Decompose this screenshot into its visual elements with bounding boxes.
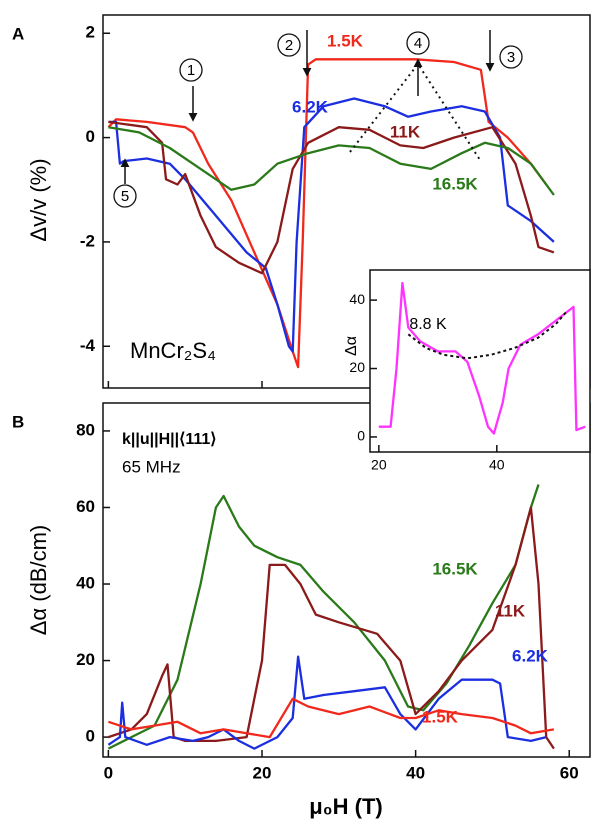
plot-frame: [102, 402, 591, 758]
panel-label: B: [12, 412, 24, 431]
marker-circle: [113, 184, 137, 208]
dotted-guides: [349, 62, 481, 161]
series-label: 16.5K: [432, 174, 478, 193]
y-tick-label: 20: [349, 359, 365, 375]
series-label: 1.5K: [327, 31, 364, 50]
y-tick-label: -4: [80, 336, 96, 355]
config-label: k||u||H||⟨111⟩: [122, 431, 217, 448]
y-tick-label: 0: [86, 727, 95, 746]
series-label: 6.2K: [292, 97, 329, 116]
y-tick-label: 0: [357, 428, 365, 444]
plot-frame: [369, 269, 591, 453]
marker-label: 5: [121, 188, 129, 205]
compound-label: MnCr₂S₄: [130, 338, 216, 363]
temperature-label: 8.8 K: [409, 316, 447, 333]
series-label: 6.2K: [512, 646, 549, 665]
x-axis-label: μ₀H (T): [309, 794, 382, 819]
y-tick-label: -2: [80, 231, 95, 250]
dotted-guide: [349, 62, 481, 161]
frequency-label: 65 MHz: [122, 457, 181, 476]
y-axis-label: Δα (dB/cm): [26, 525, 51, 636]
x-tick-label: 0: [104, 763, 113, 782]
data-line: [108, 506, 555, 750]
panel: 20 40 0 20 40: [349, 269, 591, 473]
series-label: 16.5K: [432, 559, 478, 578]
marker-circle: [179, 58, 203, 82]
data-line: [108, 120, 555, 275]
marker-label: 4: [414, 35, 422, 52]
series-label: 11K: [390, 122, 421, 141]
y-tick-label: 40: [76, 574, 95, 593]
y-tick-label: 20: [76, 650, 95, 669]
data-line: [107, 58, 548, 369]
data-line: [108, 126, 555, 196]
y-tick-label: 60: [76, 497, 95, 516]
marker-label: 1: [187, 62, 195, 79]
y-tick-label: 0: [86, 127, 95, 146]
marker-label: 2: [285, 37, 293, 54]
marker-label: 3: [507, 49, 515, 66]
data-line: [108, 697, 555, 739]
data-line: [378, 281, 586, 435]
x-tick-label: 20: [253, 763, 272, 782]
data-line: [107, 484, 540, 750]
x-tick-label: 40: [489, 457, 505, 473]
y-axis-label: Δv/v (%): [26, 158, 51, 241]
data-line: [108, 97, 555, 353]
y-tick-label: 2: [86, 23, 95, 42]
marker-circle: [277, 33, 301, 57]
y-tick-label: 40: [349, 291, 365, 307]
series-label: 1.5K: [422, 707, 459, 726]
series-label: 11K: [495, 601, 526, 620]
x-tick-label: 60: [560, 763, 579, 782]
y-axis-label: Δα: [343, 336, 360, 356]
panel-label: A: [12, 24, 24, 43]
x-tick-label: 20: [371, 457, 387, 473]
y-tick-label: 80: [76, 420, 95, 439]
marker-circle: [499, 45, 523, 69]
marker-circle: [406, 31, 430, 55]
x-tick-label: 40: [406, 763, 425, 782]
panel: 0 20 40 60 0 20 40 60 80 16.5K 11K 6.2K 1.5K B: [12, 402, 591, 782]
data-line: [107, 655, 547, 750]
